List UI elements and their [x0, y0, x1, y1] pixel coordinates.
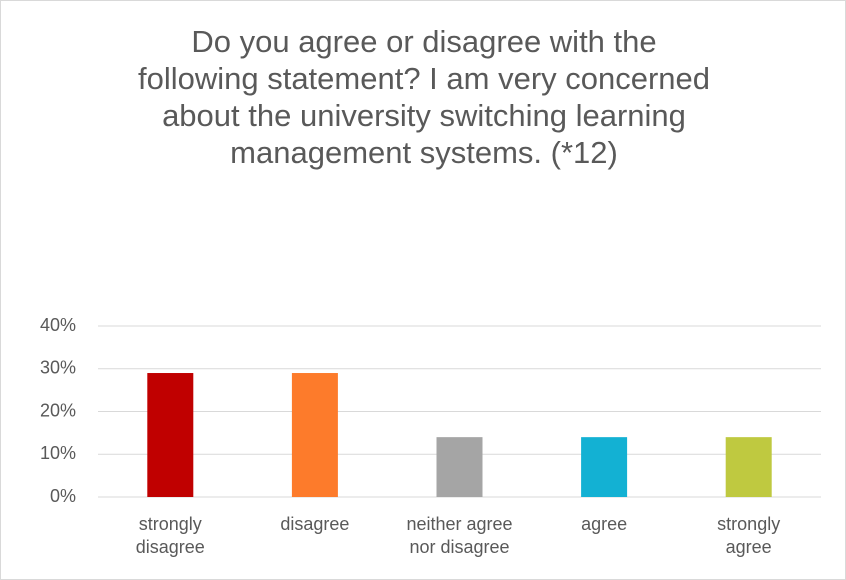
bar: [147, 373, 194, 497]
y-tick-label: 10%: [40, 443, 76, 463]
chart-title: Do you agree or disagree with the follow…: [137, 24, 711, 170]
x-tick-label: neither agree nor disagree: [406, 514, 513, 557]
y-tick-label: 0%: [50, 486, 76, 506]
y-tick-label: 40%: [40, 315, 76, 335]
x-tick-label: strongly disagree: [135, 514, 205, 557]
x-tick-label: strongly agree: [717, 514, 781, 557]
bar: [291, 373, 338, 497]
bar: [436, 437, 483, 497]
x-tick-label: agree: [581, 514, 628, 534]
y-tick-label: 20%: [40, 400, 76, 420]
bar: [725, 437, 772, 497]
x-tick-label: disagree: [280, 514, 350, 534]
bar: [581, 437, 628, 497]
y-tick-label: 30%: [40, 358, 76, 378]
